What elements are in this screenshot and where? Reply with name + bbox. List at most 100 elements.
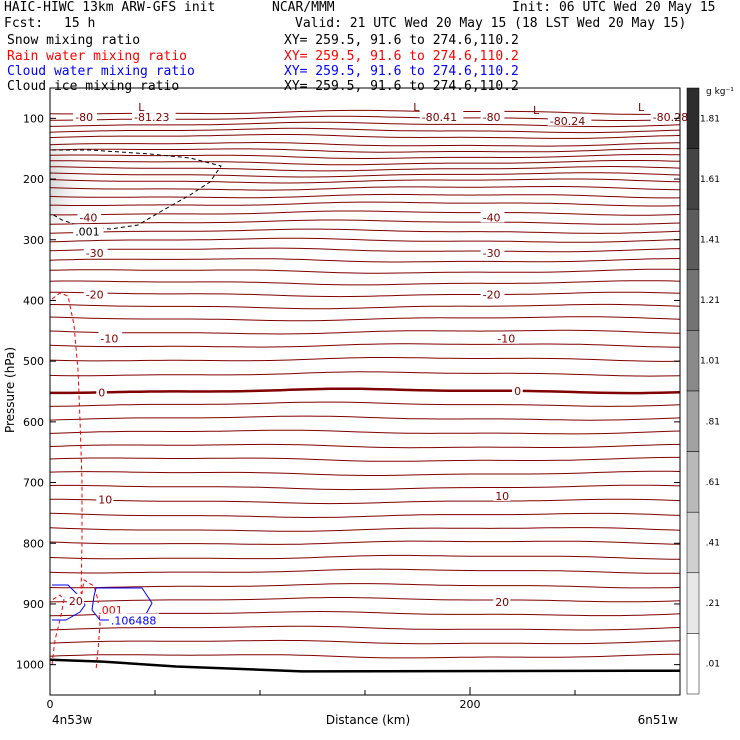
field-name-cloud-water: Cloud water mixing ratio xyxy=(7,64,195,79)
isotherm-line xyxy=(50,247,680,253)
label-bg xyxy=(73,224,104,237)
cloud-water-label: .106488 xyxy=(111,614,156,627)
colorbar-label: 1.21 xyxy=(700,296,720,306)
contour-labels: -80 -81.23 -80.41 -80 -80.24 -80.28 -40 -40 -30 -… xyxy=(66,101,695,627)
isotherm-line xyxy=(50,498,680,505)
temperature-label: 20 xyxy=(495,596,509,609)
label-bg xyxy=(96,603,127,616)
forecast-hours: 15 h xyxy=(64,16,96,31)
isotherm-line xyxy=(50,415,680,421)
label-bg xyxy=(132,110,176,123)
colorbar-segment xyxy=(686,208,700,271)
colorbar-segment xyxy=(686,633,700,695)
isotherm-line xyxy=(50,540,680,545)
temperature-label: -20 xyxy=(483,288,501,301)
isotherm-line xyxy=(50,625,680,631)
colorbar-label: 1.01 xyxy=(700,357,720,367)
isotherm-line xyxy=(50,237,680,243)
temperature-label: -81.23 xyxy=(134,111,169,124)
cloud-water-contour-left xyxy=(52,584,86,621)
isotherm-line xyxy=(50,165,680,172)
valid-time: Valid: 21 UTC Wed 20 May 15 (18 LST Wed … xyxy=(295,16,687,31)
y-tick-label: 1000 xyxy=(16,659,44,672)
isotherm-line xyxy=(50,456,680,462)
label-bg xyxy=(480,210,505,223)
forecast-label: Fcst: xyxy=(4,16,44,31)
label-bg xyxy=(512,383,523,396)
y-tick-label: 200 xyxy=(23,173,44,186)
colorbar-segment xyxy=(686,451,700,513)
temperature-label: -80 xyxy=(483,111,501,124)
isotherm-line xyxy=(50,484,680,491)
isotherm-line xyxy=(50,387,680,395)
isotherm-line xyxy=(50,583,680,589)
isotherm-line xyxy=(50,148,680,153)
x-axis-title: Distance (km) xyxy=(326,713,410,727)
label-bg xyxy=(66,593,85,606)
isotherm-line xyxy=(50,527,680,532)
field-xy-cloud-ice: XY= 259.5, 91.6 to 274.6,110.2 xyxy=(284,79,519,94)
temperature-label: -30 xyxy=(86,247,104,260)
x-tick-label: 0 xyxy=(47,698,54,711)
isotherm-line xyxy=(50,653,680,659)
isotherm-line xyxy=(50,343,680,348)
y-tick-label: 800 xyxy=(23,537,44,550)
y-tick-label: 600 xyxy=(23,416,44,429)
snow-colorbar: 1.81 1.61 1.41 1.21 1.01 .81 .61 .41 .21 .01 xyxy=(686,87,720,695)
temperature-label: -10 xyxy=(497,333,515,346)
field-name-rain: Rain water mixing ratio xyxy=(7,49,188,64)
field-name-cloud-ice: Cloud ice mixing ratio xyxy=(7,79,180,94)
isotherm-line xyxy=(50,178,680,184)
y-tick-label: 900 xyxy=(23,598,44,611)
y-tick-label: 100 xyxy=(23,112,44,125)
label-bg xyxy=(98,331,123,344)
isotherm-line xyxy=(50,280,680,286)
colorbar-label: .81 xyxy=(706,417,720,427)
colorbar-label: .61 xyxy=(706,478,720,488)
y-tick-label: 700 xyxy=(23,477,44,490)
x-endpoint-right: 6n51w xyxy=(638,713,679,727)
isotherm-line xyxy=(50,141,680,147)
isotherm-line xyxy=(50,134,680,139)
terrain-surface-line xyxy=(50,658,680,673)
temperature-label: -40 xyxy=(483,211,501,224)
isotherm-line xyxy=(50,186,680,191)
label-bg xyxy=(493,488,511,501)
isotherm-line xyxy=(50,268,680,274)
isotherm-line xyxy=(50,639,680,645)
temperature-label: -20 xyxy=(86,288,104,301)
isotherm-line xyxy=(50,172,680,178)
isotherm-line xyxy=(50,316,680,322)
low-marker: L xyxy=(413,101,420,114)
isotherm-line xyxy=(50,228,680,234)
temperature-label: -40 xyxy=(79,211,97,224)
x-axis: 0 200 xyxy=(47,687,576,711)
colorbar-label: 1.41 xyxy=(700,236,720,246)
isotherm-line xyxy=(50,258,680,263)
y-tick-label: 400 xyxy=(23,294,44,307)
isotherm-line xyxy=(50,470,680,476)
isotherm-line xyxy=(50,121,680,128)
label-bg xyxy=(419,110,464,123)
colorbar-label: .41 xyxy=(706,539,720,549)
isotherm-line xyxy=(50,160,680,166)
colorbar-segment xyxy=(686,330,700,392)
label-bg xyxy=(650,110,695,123)
center-label: NCAR/MMM xyxy=(272,0,335,15)
isotherm-line xyxy=(50,329,680,335)
isotherm-line xyxy=(50,154,680,159)
temperature-label: -30 xyxy=(483,247,501,260)
y-axis-title: Pressure (hPa) xyxy=(3,347,17,433)
colorbar-segment xyxy=(686,572,700,634)
label-bg xyxy=(480,246,505,259)
isotherm-line xyxy=(50,303,680,310)
isotherm-line xyxy=(50,443,680,449)
isotherm-line xyxy=(50,597,680,603)
x-endpoint-left: 4n53w xyxy=(52,713,93,727)
temperature-label: 20 xyxy=(69,595,83,608)
isotherm-line xyxy=(50,127,680,134)
label-bg xyxy=(480,287,505,300)
field-xy-rain: XY= 259.5, 91.6 to 274.6,110.2 xyxy=(284,49,519,64)
isotherm-line xyxy=(50,357,680,362)
